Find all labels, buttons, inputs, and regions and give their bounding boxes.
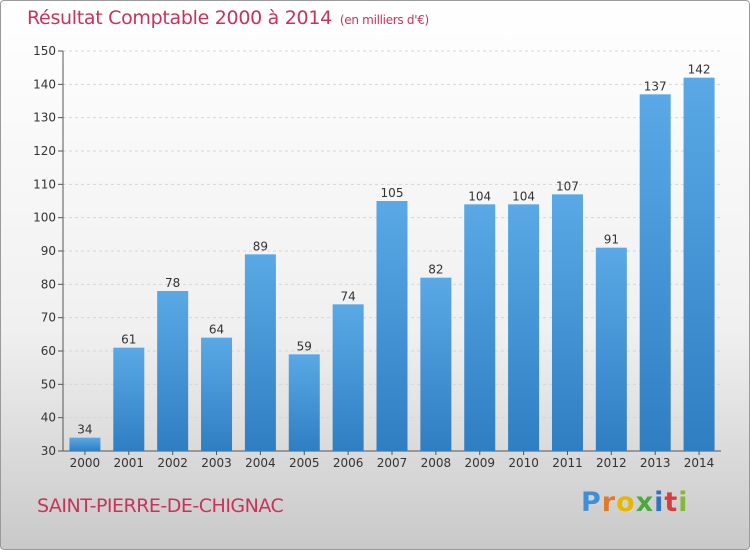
x-tick-label: 2006 <box>333 456 364 470</box>
y-tick-label: 140 <box>33 77 56 91</box>
x-tick-label: 2004 <box>245 456 276 470</box>
chart-title: Résultat Comptable 2000 à 2014 (en millie… <box>27 7 429 29</box>
bar <box>420 277 452 451</box>
data-label: 107 <box>556 179 579 193</box>
y-tick-label: 150 <box>33 44 56 58</box>
chart-subtitle: (en milliers d'€) <box>339 13 429 27</box>
x-tick-label: 2000 <box>70 456 101 470</box>
y-tick-label: 60 <box>41 344 56 358</box>
y-tick-label: 110 <box>33 177 56 191</box>
x-tick-label: 2014 <box>684 456 715 470</box>
x-tick-label: 2011 <box>552 456 583 470</box>
y-tick-label: 120 <box>33 144 56 158</box>
bar <box>639 94 671 451</box>
bar <box>376 201 408 451</box>
y-tick-label: 40 <box>41 411 56 425</box>
y-tick-label: 30 <box>41 444 56 458</box>
proxiti-logo: Proxiti <box>581 487 689 518</box>
x-tick-label: 2001 <box>114 456 145 470</box>
logo-letter: i <box>678 487 689 518</box>
bar <box>244 254 276 451</box>
x-tick-label: 2009 <box>464 456 495 470</box>
x-tick-label: 2012 <box>596 456 627 470</box>
data-label: 105 <box>381 186 404 200</box>
x-tick-label: 2013 <box>640 456 671 470</box>
x-tick-label: 2003 <box>201 456 232 470</box>
axes: 30 40 50 60 70 80 90 100 110 120 130 140 150 <box>33 44 721 458</box>
logo-letter: r <box>601 487 617 518</box>
commune-name: SAINT-PIERRE-DE-CHIGNAC <box>37 495 284 517</box>
y-tick-label: 70 <box>41 311 56 325</box>
data-label: 82 <box>428 263 443 277</box>
bar <box>683 77 715 452</box>
logo-letter: o <box>616 487 636 518</box>
logo-letter: t <box>664 487 679 518</box>
logo-letter: i <box>654 487 665 518</box>
logo-letter: x <box>635 487 655 518</box>
data-label: 61 <box>121 333 136 347</box>
logo-letter: P <box>581 487 602 518</box>
data-label: 142 <box>688 63 711 77</box>
data-label: 104 <box>468 189 491 203</box>
data-label: 59 <box>297 339 312 353</box>
y-tick-label: 50 <box>41 377 56 391</box>
bar <box>332 304 364 451</box>
bar <box>464 204 496 451</box>
data-label: 104 <box>512 189 535 203</box>
data-label: 89 <box>253 239 268 253</box>
x-tick-label: 2010 <box>508 456 539 470</box>
chart-title-text: Résultat Comptable 2000 à 2014 <box>27 7 332 29</box>
x-tick-label: 2005 <box>289 456 320 470</box>
bar <box>288 354 320 451</box>
data-label: 34 <box>77 423 92 437</box>
x-tick-label: 2007 <box>377 456 408 470</box>
bar <box>508 204 540 451</box>
data-label: 91 <box>604 233 619 247</box>
y-tick-label: 100 <box>33 211 56 225</box>
x-tick-label: 2008 <box>421 456 452 470</box>
y-tick-label: 130 <box>33 111 56 125</box>
y-tick-label: 80 <box>41 277 56 291</box>
bar <box>69 437 101 451</box>
bar <box>551 194 583 452</box>
bar <box>595 247 627 451</box>
data-label: 74 <box>340 289 355 303</box>
data-label: 64 <box>209 323 224 337</box>
bars <box>69 77 715 452</box>
x-tick-label: 2002 <box>157 456 188 470</box>
bar <box>157 291 189 451</box>
y-tick-label: 90 <box>41 244 56 258</box>
bar <box>201 337 233 451</box>
data-label: 78 <box>165 276 180 290</box>
labels: 34 2000 61 2001 78 2002 64 2003 89 2004 59 2005 74 20… <box>70 63 715 470</box>
bar <box>113 347 145 451</box>
data-label: 137 <box>644 79 667 93</box>
